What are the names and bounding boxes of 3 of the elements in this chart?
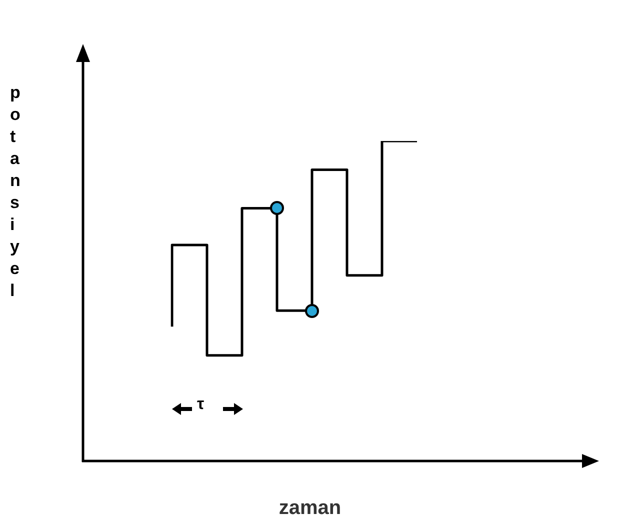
- x-axis-title: zaman: [278, 497, 342, 520]
- annotation: τ: [197, 396, 204, 414]
- text: potansiyel: [10, 83, 20, 300]
